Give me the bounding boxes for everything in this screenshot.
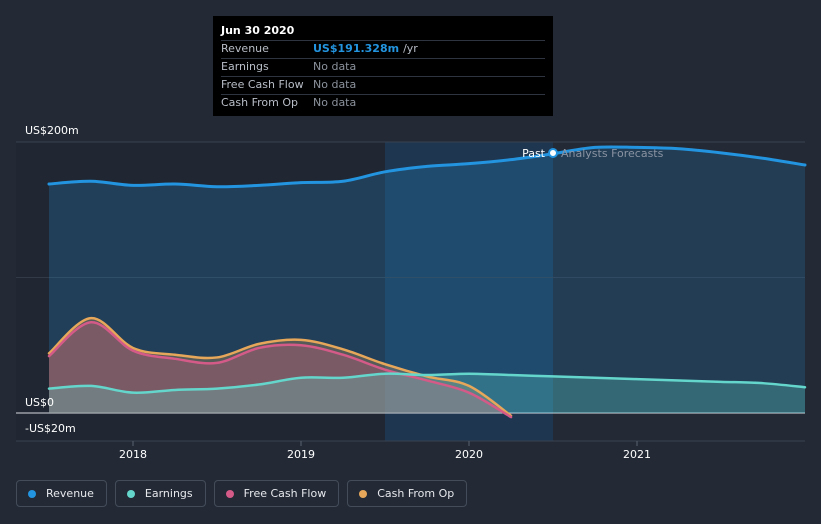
- series-line-revenue-forecast: [551, 145, 807, 167]
- tooltip-row-revenue: Revenue US$191.328m /yr: [221, 40, 545, 57]
- tooltip-label: Cash From Op: [221, 96, 299, 109]
- legend: Revenue Earnings Free Cash Flow Cash Fro…: [16, 480, 468, 507]
- past-shade: [16, 142, 385, 441]
- tooltip-value: No data: [313, 96, 357, 109]
- legend-item-earnings[interactable]: Earnings: [114, 480, 206, 507]
- legend-dot-icon: [28, 489, 36, 498]
- y-tick-label: US$200m: [25, 124, 79, 137]
- legend-label: Earnings: [144, 487, 193, 500]
- legend-dot-icon: [359, 489, 368, 498]
- tooltip-unit: /yr: [403, 42, 418, 55]
- series-area-free-cash-flow: [49, 322, 511, 418]
- legend-dot-icon: [225, 489, 234, 498]
- series-line-cash-from-op: [47, 316, 513, 417]
- legend-item-free-cash-flow[interactable]: Free Cash Flow: [213, 480, 340, 507]
- tooltip-value: No data: [313, 60, 357, 73]
- past-label: Past: [522, 147, 546, 160]
- tooltip-row-cash-from-op: Cash From Op No data: [221, 94, 545, 111]
- series-area-revenue: [49, 153, 553, 413]
- tooltip-label: Free Cash Flow: [221, 78, 304, 91]
- legend-label: Revenue: [46, 487, 94, 500]
- legend-dot-icon: [126, 489, 135, 498]
- tooltip-row-free-cash-flow: Free Cash Flow No data: [221, 76, 545, 93]
- tooltip-row-earnings: Earnings No data: [221, 58, 545, 75]
- x-tick-label: 2020: [455, 448, 483, 461]
- tooltip-value: US$191.328m: [313, 42, 400, 55]
- series-line-free-cash-flow: [47, 320, 513, 419]
- y-tick-label: US$0: [25, 396, 54, 409]
- y-axis: US$200m US$0 -US$20m: [25, 124, 79, 435]
- legend-item-revenue[interactable]: Revenue: [16, 480, 107, 507]
- x-axis: 2018 2019 2020 2021: [119, 441, 651, 461]
- forecast-label: Analysts Forecasts: [561, 147, 664, 160]
- x-tick-label: 2019: [287, 448, 315, 461]
- series-line-revenue: [47, 152, 555, 189]
- x-tick-label: 2021: [623, 448, 651, 461]
- past-marker: [548, 148, 558, 158]
- series-layer: [47, 145, 807, 419]
- x-tick-label: 2018: [119, 448, 147, 461]
- legend-item-cash-from-op[interactable]: Cash From Op: [347, 480, 468, 507]
- y-tick-label: -US$20m: [25, 422, 76, 435]
- series-area-revenue-forecast: [553, 146, 805, 413]
- series-area-earnings: [49, 373, 805, 413]
- highlight-band: [385, 142, 553, 441]
- legend-label: Cash From Op: [377, 487, 455, 500]
- series-line-earnings: [47, 372, 807, 395]
- tooltip-label: Revenue: [221, 42, 269, 55]
- tooltip-date: Jun 30 2020: [221, 24, 295, 37]
- tooltip-label: Earnings: [221, 60, 269, 73]
- tooltip: Jun 30 2020 Revenue US$191.328m /yr Earn…: [213, 16, 553, 116]
- legend-label: Free Cash Flow: [243, 487, 327, 500]
- tooltip-value: No data: [313, 78, 357, 91]
